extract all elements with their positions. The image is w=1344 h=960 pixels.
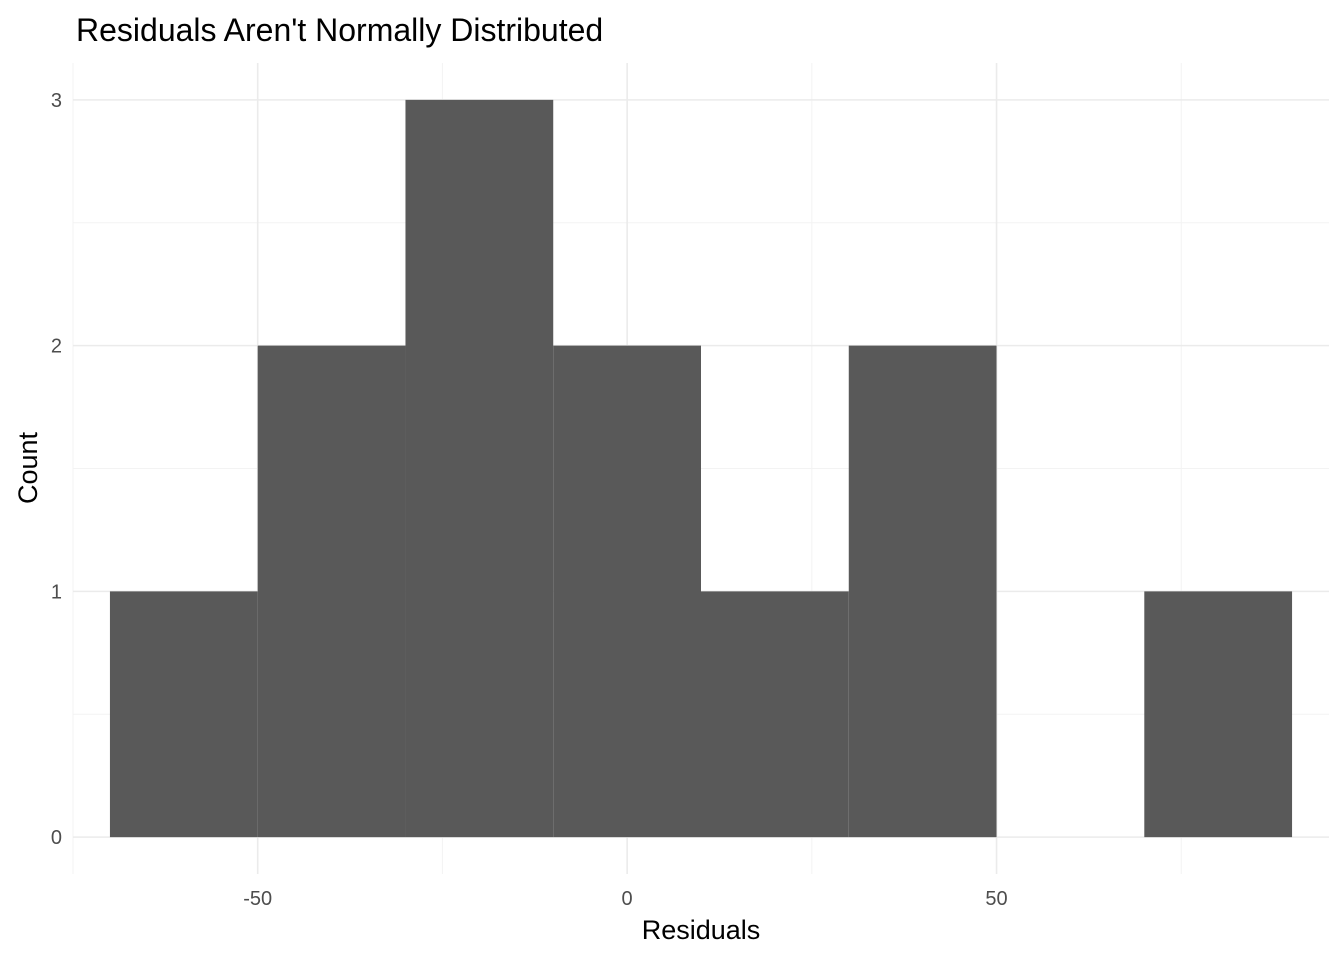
chart-title: Residuals Aren't Normally Distributed	[76, 12, 603, 48]
x-tick-label: 50	[985, 888, 1007, 910]
bars-layer	[109, 99, 1293, 838]
x-axis-title: Residuals	[642, 915, 761, 945]
histogram-bar	[405, 99, 554, 838]
y-tick-label: 2	[51, 336, 62, 358]
histogram-bar	[553, 345, 701, 838]
x-tick-label: -50	[243, 888, 272, 910]
histogram-bar	[257, 345, 406, 838]
histogram-bar	[1144, 591, 1293, 838]
y-axis-title: Count	[13, 431, 43, 504]
histogram-bar	[701, 591, 849, 838]
y-tick-label: 0	[51, 827, 62, 849]
histogram-bar	[848, 345, 997, 838]
ticks-layer: -50 0 50 0 1 2 3	[51, 90, 1008, 910]
y-tick-label: 1	[51, 581, 62, 603]
histogram-bar	[109, 591, 258, 838]
x-tick-label: 0	[622, 888, 633, 910]
y-tick-label: 3	[51, 90, 62, 112]
